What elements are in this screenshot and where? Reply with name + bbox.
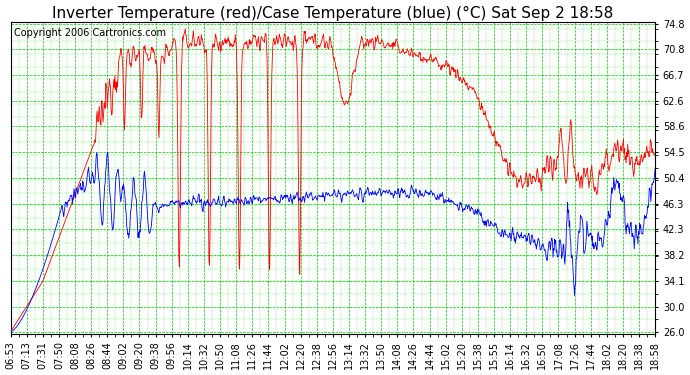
Title: Inverter Temperature (red)/Case Temperature (blue) (°C) Sat Sep 2 18:58: Inverter Temperature (red)/Case Temperat… — [52, 6, 613, 21]
Text: Copyright 2006 Cartronics.com: Copyright 2006 Cartronics.com — [14, 28, 166, 38]
